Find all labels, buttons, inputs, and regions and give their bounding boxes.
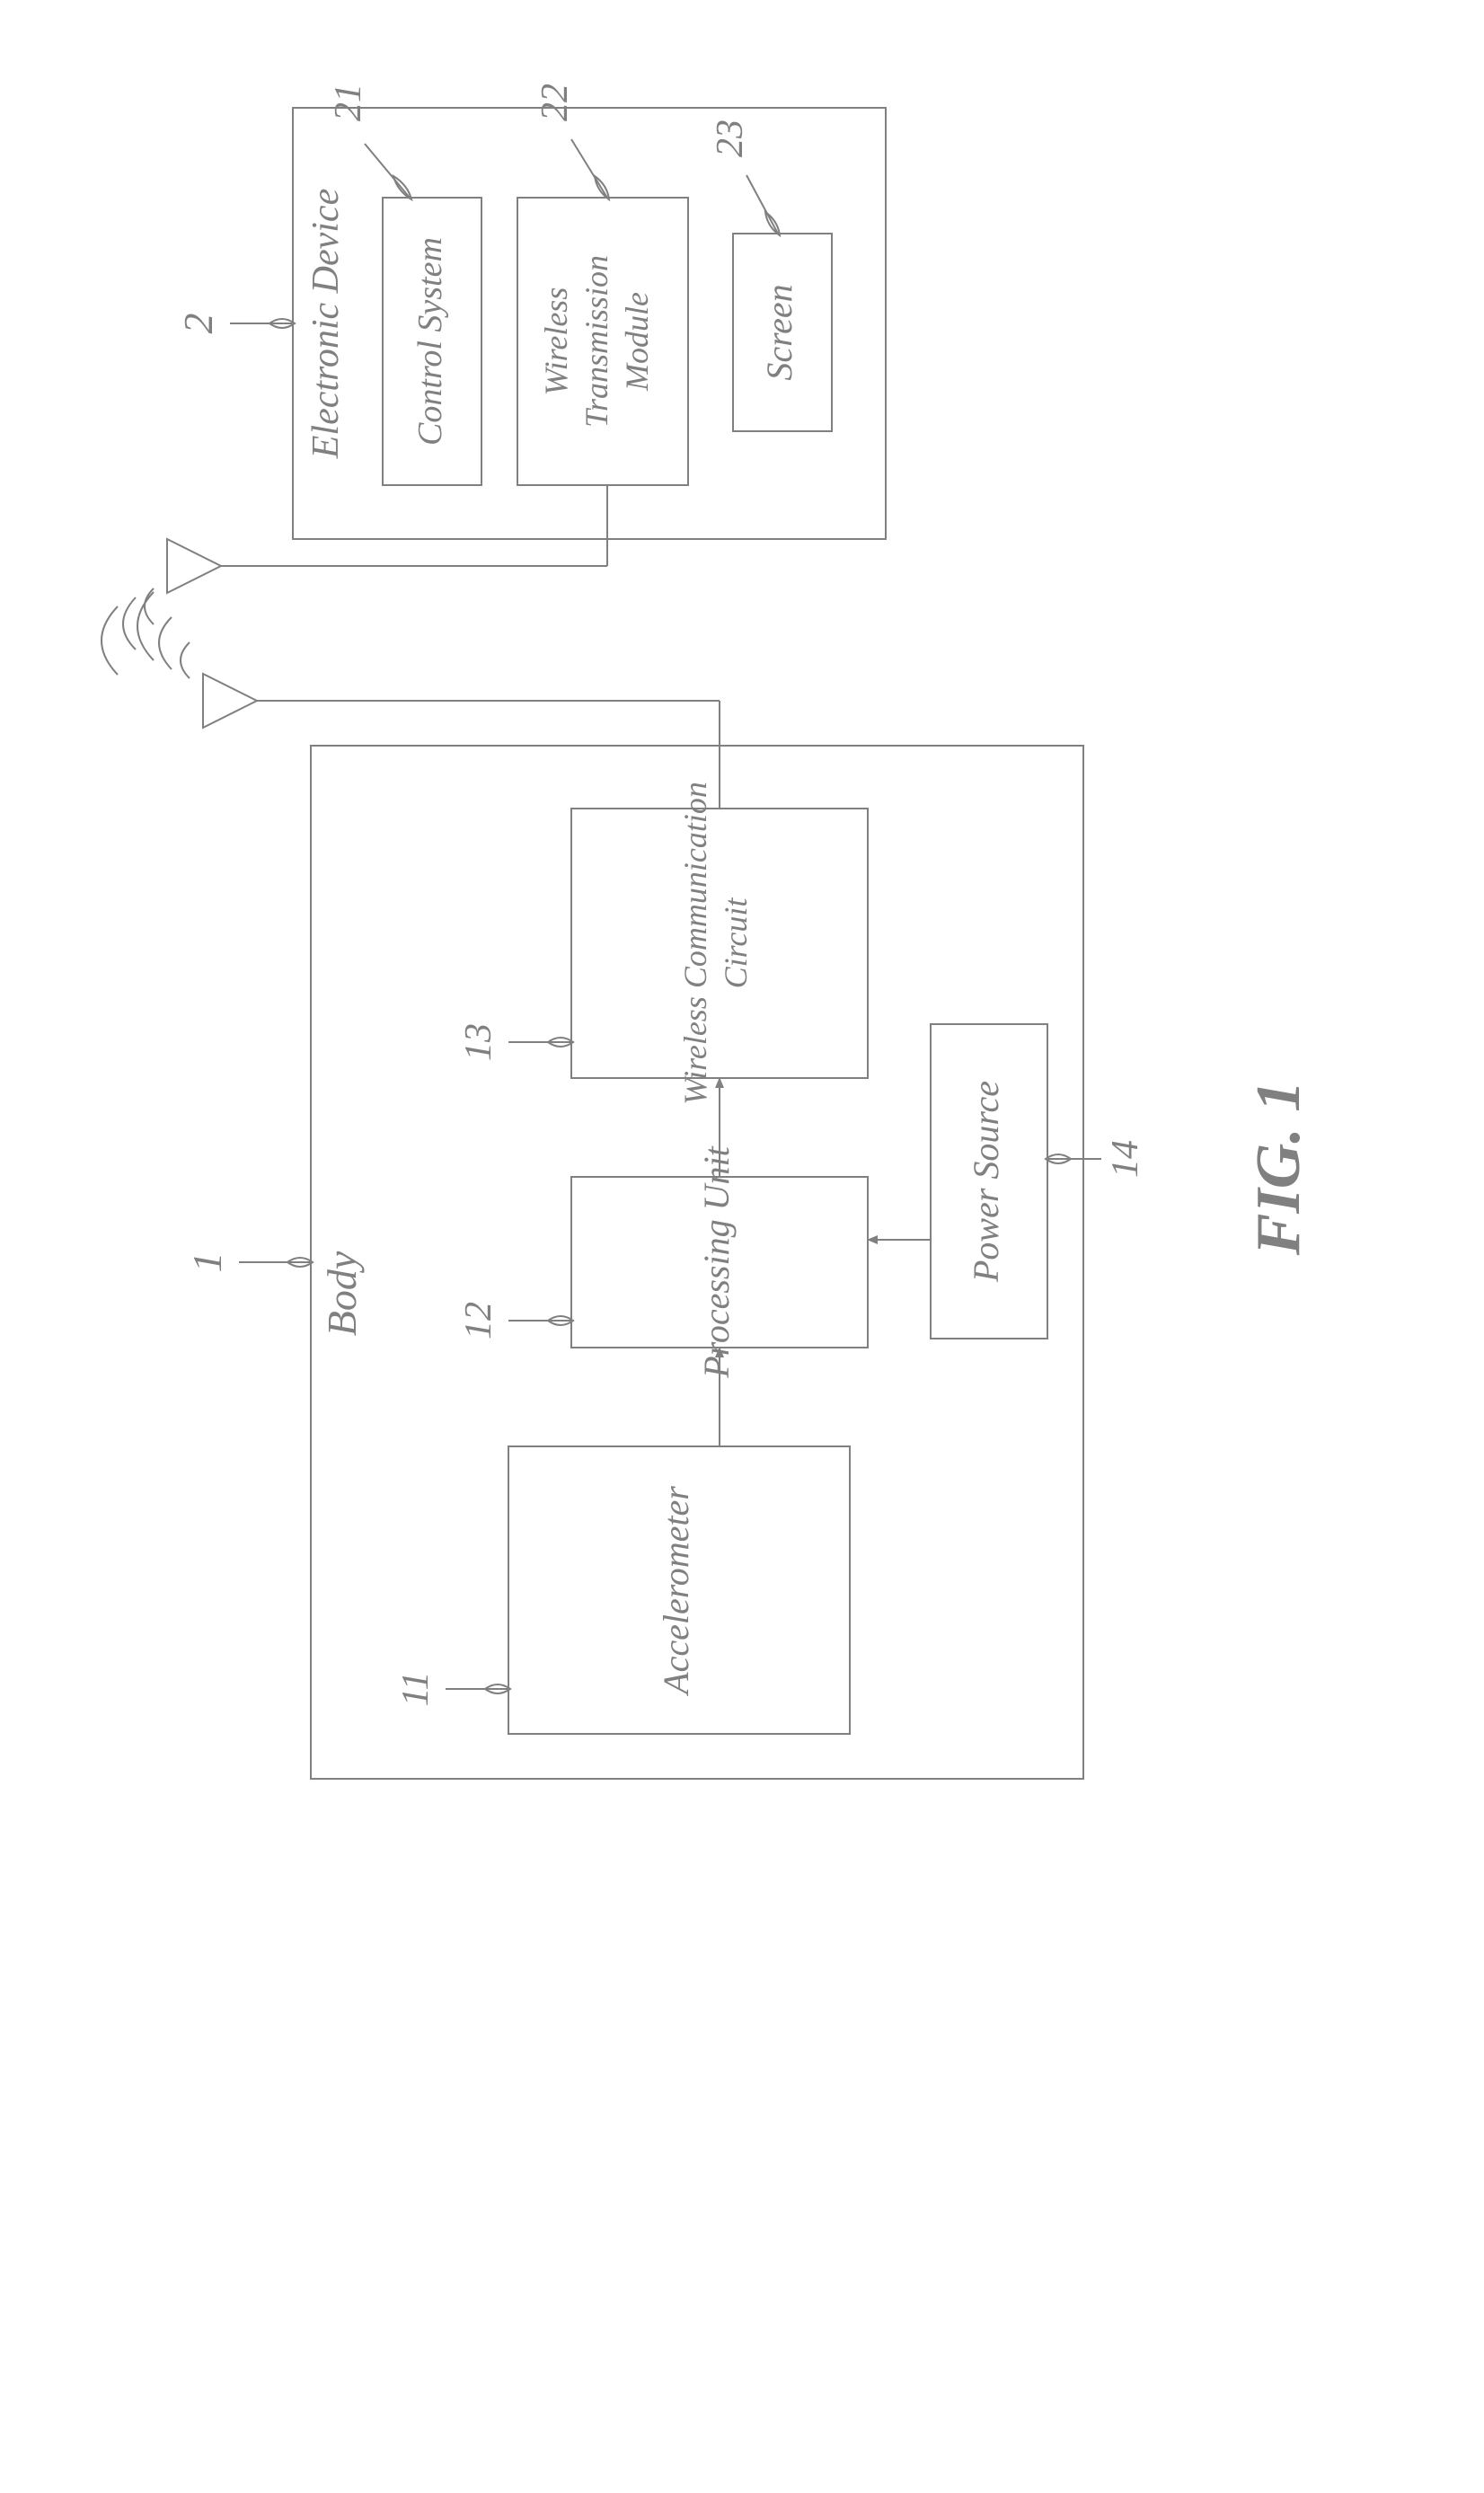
ref-14: 14: [1105, 1140, 1146, 1178]
wireless-trans-label-2: Transmission: [579, 255, 614, 428]
wireless-comm-label-2: Circuit: [718, 897, 754, 989]
processing-unit-block: Processing Unit 12: [458, 1145, 868, 1378]
device-title: Electronic Device: [305, 189, 347, 459]
ref-12: 12: [458, 1302, 499, 1339]
control-system-label: Control System: [411, 237, 449, 446]
power-source-label: Power Source: [966, 1081, 1006, 1283]
accelerometer-block: Accelerometer 11: [395, 1446, 850, 1734]
ref-13: 13: [458, 1023, 499, 1061]
ref-21: 21: [328, 84, 369, 121]
screen-label: Screen: [759, 284, 799, 380]
electronic-device-block: Electronic Device 2 Control System 21 Wi…: [102, 84, 886, 675]
body-title: Body: [319, 1251, 365, 1336]
body-antenna: [137, 592, 720, 809]
diagram-root: Body 1 Accelerometer 11 Processing Unit: [102, 84, 1313, 1779]
wireless-trans-block: Wireless Transmission Module 22: [517, 84, 688, 485]
figure-label: FIG. 1: [1244, 1081, 1313, 1256]
ref-23: 23: [710, 119, 751, 157]
ref-22: 22: [534, 84, 576, 121]
ref-11: 11: [395, 1672, 437, 1707]
ref-1-leader: 1: [184, 1252, 313, 1273]
body-block: Body 1 Accelerometer 11 Processing Unit: [137, 592, 1146, 1779]
wireless-trans-label-1: Wireless: [538, 287, 574, 396]
screen-block: Screen 23: [710, 119, 832, 431]
accelerometer-label: Accelerometer: [656, 1486, 696, 1697]
ref-2: 2: [175, 314, 221, 334]
ref-1: 1: [184, 1252, 230, 1273]
device-antenna: [102, 485, 607, 675]
wireless-trans-label-3: Module: [619, 292, 655, 392]
wireless-comm-block: Wireless Communication Circuit 13: [458, 782, 868, 1105]
processing-unit-label: Processing Unit: [696, 1145, 737, 1378]
wireless-comm-label-1: Wireless Communication: [677, 782, 713, 1105]
control-system-block: Control System 21: [328, 84, 481, 485]
power-source-block: Power Source 14: [931, 1024, 1146, 1339]
